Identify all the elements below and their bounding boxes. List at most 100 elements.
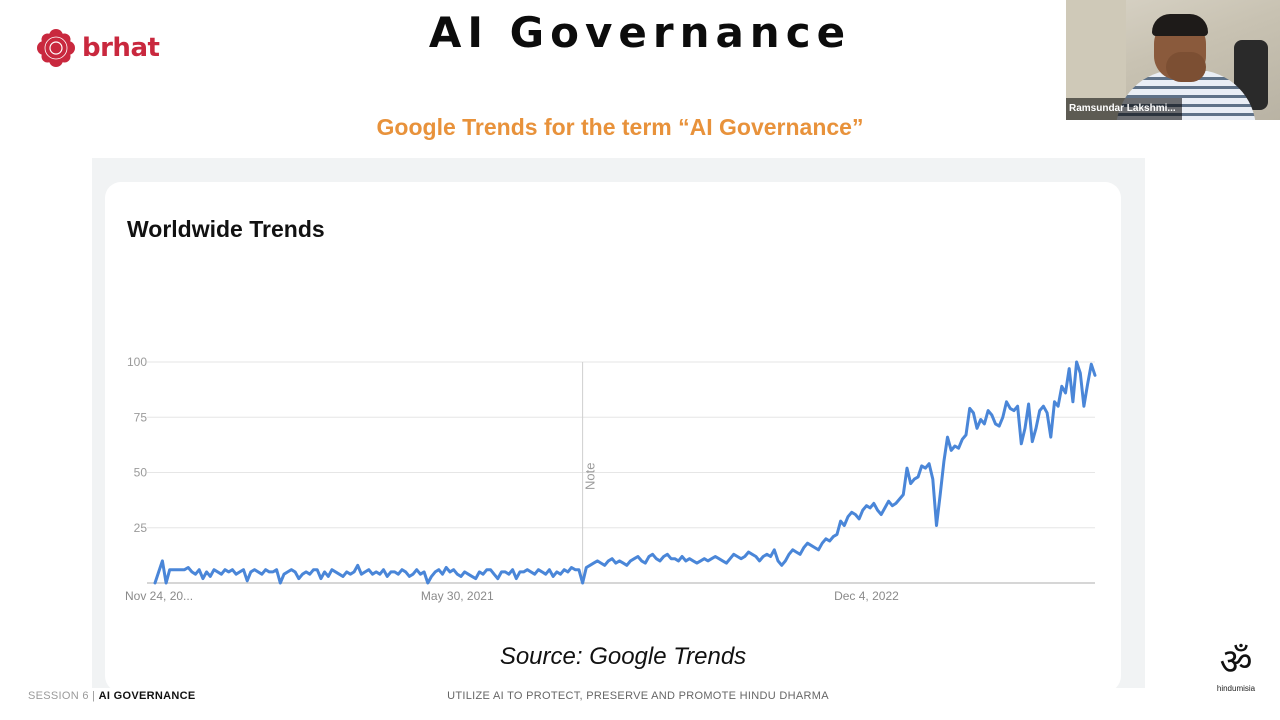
data-point xyxy=(471,575,473,578)
data-point xyxy=(596,560,599,562)
data-point xyxy=(714,555,717,558)
data-point xyxy=(607,560,610,562)
data-point xyxy=(320,577,322,580)
data-point xyxy=(353,571,355,573)
data-point xyxy=(991,414,993,416)
trends-card xyxy=(105,182,1121,692)
data-point xyxy=(721,560,724,562)
data-point xyxy=(998,425,1000,427)
data-point xyxy=(994,423,997,425)
y-tick-label: 25 xyxy=(134,521,148,535)
data-point xyxy=(250,571,252,573)
footer-topic: AI GOVERNANCE xyxy=(98,690,196,702)
data-point xyxy=(766,553,768,556)
participant-video-tile[interactable]: Ramsundar Lakshmi... xyxy=(1066,0,1280,120)
data-point xyxy=(412,573,414,575)
y-tick-label: 75 xyxy=(134,410,148,424)
data-point xyxy=(268,571,271,573)
data-point xyxy=(769,555,772,558)
data-point xyxy=(1068,367,1070,370)
data-point xyxy=(747,551,750,553)
data-point xyxy=(578,568,580,571)
data-point xyxy=(920,465,923,467)
data-point xyxy=(349,573,352,575)
data-point xyxy=(839,520,842,522)
data-point xyxy=(1050,436,1052,438)
data-point xyxy=(511,568,514,571)
data-point xyxy=(1083,405,1085,407)
data-point xyxy=(843,524,846,527)
data-point xyxy=(404,571,407,573)
data-point xyxy=(1046,412,1048,414)
data-point xyxy=(917,476,919,478)
data-point xyxy=(939,493,941,496)
data-point xyxy=(423,571,425,573)
participant-hand xyxy=(1166,52,1206,82)
data-point xyxy=(699,560,702,562)
data-point xyxy=(364,571,366,573)
chart-note-marker: Note xyxy=(582,362,598,583)
data-point xyxy=(655,557,658,560)
data-point xyxy=(592,562,595,564)
brhat-logo: brhat xyxy=(36,28,160,68)
data-point xyxy=(198,568,200,571)
data-point xyxy=(1075,361,1078,363)
participant-hair xyxy=(1152,14,1208,36)
data-point xyxy=(533,573,536,575)
data-point xyxy=(504,571,507,573)
source-caption: Source: Google Trends xyxy=(499,643,747,670)
data-point xyxy=(799,553,801,556)
data-point xyxy=(983,423,986,425)
data-point xyxy=(648,555,650,558)
data-point xyxy=(615,562,617,564)
data-point xyxy=(873,502,875,505)
data-point xyxy=(618,560,621,562)
data-point xyxy=(338,573,341,575)
data-point xyxy=(334,571,337,573)
data-point xyxy=(1002,416,1004,419)
data-point xyxy=(622,562,624,564)
data-point xyxy=(585,566,588,569)
data-point xyxy=(305,571,307,573)
data-point xyxy=(445,566,448,569)
data-point xyxy=(847,515,849,518)
data-point xyxy=(924,467,927,469)
data-point xyxy=(603,564,606,567)
data-point xyxy=(703,557,706,560)
data-point xyxy=(298,577,300,580)
footer-session: SESSION 6 | AI GOVERNANCE xyxy=(28,690,195,702)
data-point xyxy=(183,568,186,571)
data-point xyxy=(161,560,164,562)
data-point xyxy=(500,571,503,573)
data-point xyxy=(640,560,643,562)
data-point xyxy=(884,507,886,509)
data-point xyxy=(828,540,831,542)
data-point xyxy=(309,573,311,575)
data-point xyxy=(242,568,245,571)
data-point xyxy=(216,571,219,573)
data-point xyxy=(176,568,178,571)
om-icon: ॐ xyxy=(1219,642,1253,683)
data-point xyxy=(235,573,237,575)
note-label: Note xyxy=(583,463,598,490)
data-point xyxy=(331,568,333,571)
data-point xyxy=(928,462,930,465)
data-point xyxy=(165,582,167,584)
data-point xyxy=(1061,385,1063,388)
data-point xyxy=(1072,401,1074,403)
data-point xyxy=(1035,427,1037,430)
logo-text: brhat xyxy=(82,33,160,63)
data-point xyxy=(382,568,385,571)
data-point xyxy=(1079,372,1082,374)
data-point xyxy=(898,498,901,500)
data-point xyxy=(157,571,160,573)
data-point xyxy=(633,557,635,560)
data-point xyxy=(401,568,403,571)
data-point xyxy=(323,571,326,573)
data-point xyxy=(880,513,882,516)
data-point xyxy=(961,438,964,441)
data-point xyxy=(629,560,632,562)
data-point xyxy=(806,542,809,544)
data-point xyxy=(810,544,812,547)
